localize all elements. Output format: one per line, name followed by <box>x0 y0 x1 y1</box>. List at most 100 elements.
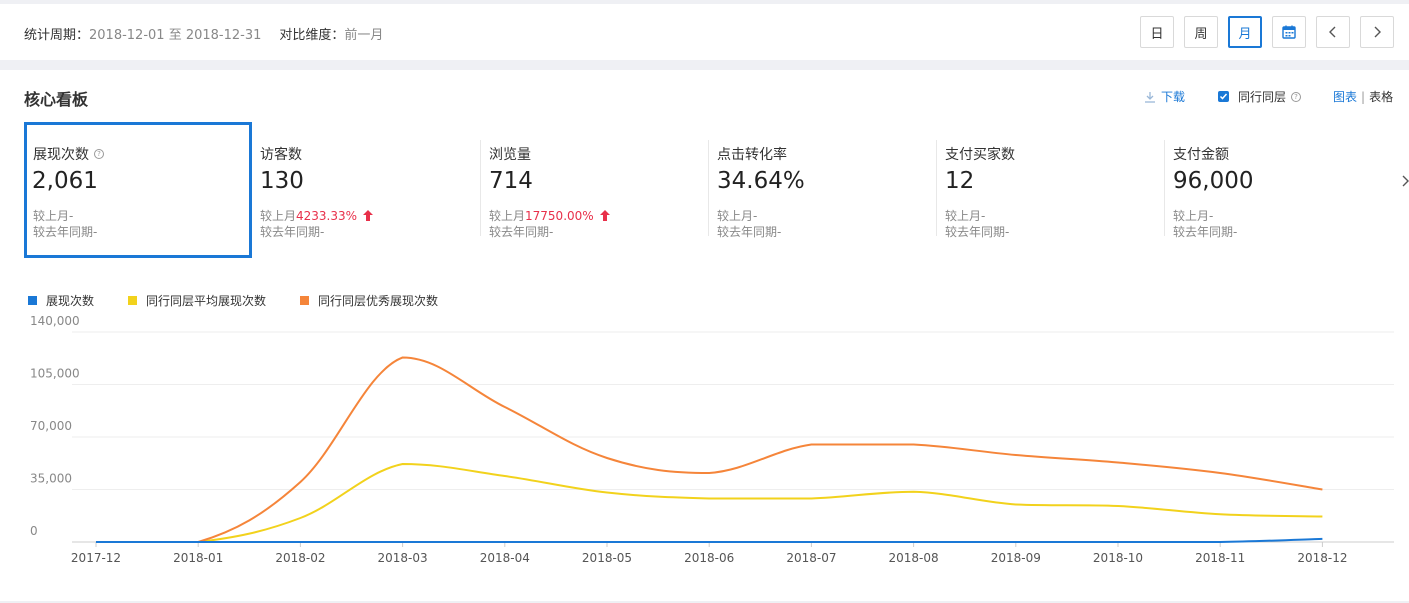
week-button[interactable]: 周 <box>1184 16 1218 48</box>
divider <box>1164 140 1165 236</box>
x-tick-label: 2018-03 <box>378 551 428 565</box>
y-tick-label: 35,000 <box>30 472 72 486</box>
x-tick-label: 2017-12 <box>71 551 121 565</box>
legend-swatch <box>28 296 37 305</box>
metric-card-impressions[interactable]: 展现次数? 2,061 较上月- 较去年同期- <box>24 122 252 258</box>
x-tick-label: 2018-07 <box>786 551 836 565</box>
peer-checkbox[interactable]: 同行同层 ? <box>1218 88 1302 105</box>
mom-value: - <box>1209 209 1214 223</box>
chevron-right-icon[interactable] <box>1401 174 1409 188</box>
metric-value: 96,000 <box>1173 168 1254 194</box>
legend-swatch <box>300 296 309 305</box>
x-tick-label: 2018-06 <box>684 551 734 565</box>
x-tick-label: 2018-09 <box>991 551 1041 565</box>
compare-value: 前一月 <box>344 28 384 43</box>
x-tick-label: 2018-11 <box>1195 551 1245 565</box>
x-tick-label: 2018-02 <box>275 551 325 565</box>
yoy-label: 较去年同期 <box>260 225 321 239</box>
y-tick-label: 140,000 <box>30 314 80 328</box>
y-tick-label: 70,000 <box>30 419 72 433</box>
yoy-label: 较去年同期 <box>717 225 778 239</box>
arrow-up-icon <box>599 210 610 221</box>
mom-label: 较上月 <box>717 209 754 223</box>
chevron-right-icon <box>1374 26 1381 38</box>
mom-label: 较上月 <box>945 209 982 223</box>
mom-label: 较上月 <box>489 209 526 223</box>
next-button[interactable] <box>1360 16 1394 48</box>
metric-card-conversion-rate[interactable]: 点击转化率 34.64% 较上月- 较去年同期- <box>717 122 945 258</box>
x-tick-label: 2018-08 <box>889 551 939 565</box>
mom-label: 较上月 <box>33 209 70 223</box>
series-line <box>95 462 1323 543</box>
divider <box>708 140 709 236</box>
compare-label: 对比维度： <box>279 28 345 43</box>
mom-label: 较上月 <box>1173 209 1210 223</box>
yoy-label: 较去年同期 <box>1173 225 1234 239</box>
day-button[interactable]: 日 <box>1140 16 1174 48</box>
legend-item[interactable]: 同行同层平均展现次数 <box>128 292 266 309</box>
yoy-value: - <box>93 225 98 239</box>
calendar-button[interactable] <box>1272 16 1306 48</box>
help-icon[interactable]: ? <box>1291 91 1302 102</box>
divider <box>936 140 937 236</box>
yoy-label: 较去年同期 <box>945 225 1006 239</box>
x-tick-label: 2018-05 <box>582 551 632 565</box>
series-line <box>95 537 1323 543</box>
x-tick-label: 2018-12 <box>1297 551 1347 565</box>
metric-value: 12 <box>945 168 975 194</box>
metric-value: 2,061 <box>32 168 98 194</box>
metric-label: 浏览量 <box>489 147 531 163</box>
mom-value: - <box>69 209 74 223</box>
legend-label: 同行同层平均展现次数 <box>146 294 267 308</box>
yoy-value: - <box>1005 225 1010 239</box>
x-tick-label: 2018-10 <box>1093 551 1143 565</box>
divider <box>480 140 481 236</box>
y-tick-label: 105,000 <box>30 367 80 381</box>
chart-view-tab[interactable]: 图表 <box>1333 90 1358 104</box>
metric-label: 展现次数 <box>33 147 89 163</box>
chevron-left-icon <box>1329 26 1336 38</box>
metric-value: 130 <box>260 168 304 194</box>
series-line <box>95 356 1323 543</box>
peer-checkbox-label: 同行同层 <box>1238 90 1287 104</box>
metric-card-buyers[interactable]: 支付买家数 12 较上月- 较去年同期- <box>945 122 1173 258</box>
mom-value: - <box>753 209 758 223</box>
legend-label: 展现次数 <box>46 294 95 308</box>
mom-value: - <box>981 209 986 223</box>
metric-card-visitors[interactable]: 访客数 130 较上月4233.33% 较去年同期- <box>260 122 488 258</box>
yoy-label: 较去年同期 <box>33 225 94 239</box>
metric-card-pageviews[interactable]: 浏览量 714 较上月17750.00% 较去年同期- <box>489 122 717 258</box>
yoy-value: - <box>777 225 782 239</box>
core-dashboard-panel: 核心看板 下载 同行同层 ? 图表 | 表格 展现次数? 2,061 较上月- … <box>0 70 1409 601</box>
metric-label: 支付买家数 <box>945 147 1015 163</box>
x-tick-label: 2018-04 <box>480 551 530 565</box>
legend-item[interactable]: 展现次数 <box>28 292 94 309</box>
yoy-value: - <box>1233 225 1238 239</box>
yoy-value: - <box>549 225 554 239</box>
y-tick-label: 0 <box>30 524 38 538</box>
prev-button[interactable] <box>1316 16 1350 48</box>
help-icon[interactable]: ? <box>94 149 104 159</box>
metric-label: 点击转化率 <box>717 147 787 163</box>
legend-item[interactable]: 同行同层优秀展现次数 <box>300 292 438 309</box>
mom-value: 17750.00% <box>525 209 594 223</box>
metric-label: 访客数 <box>260 147 302 163</box>
view-divider: | <box>1361 89 1366 104</box>
legend-swatch <box>128 296 137 305</box>
yoy-value: - <box>320 225 325 239</box>
download-label: 下载 <box>1161 90 1186 104</box>
metric-value: 34.64% <box>717 168 805 194</box>
metric-card-payment-amount[interactable]: 支付金额 96,000 较上月- 较去年同期- <box>1173 122 1401 258</box>
checkbox-checked-icon <box>1218 91 1229 102</box>
filter-bar: 统计周期：2018-12-01 至 2018-12-31 对比维度：前一月 日 周… <box>0 4 1409 60</box>
download-link[interactable]: 下载 <box>1144 88 1185 105</box>
x-tick-label: 2018-01 <box>173 551 223 565</box>
metric-value: 714 <box>489 168 533 194</box>
mom-label: 较上月 <box>260 209 297 223</box>
view-toggle: 图表 | 表格 <box>1333 88 1393 105</box>
month-button[interactable]: 月 <box>1228 16 1262 48</box>
metric-label: 支付金额 <box>1173 147 1229 163</box>
download-icon <box>1145 91 1155 103</box>
panel-title: 核心看板 <box>24 90 89 109</box>
table-view-tab[interactable]: 表格 <box>1369 90 1394 104</box>
